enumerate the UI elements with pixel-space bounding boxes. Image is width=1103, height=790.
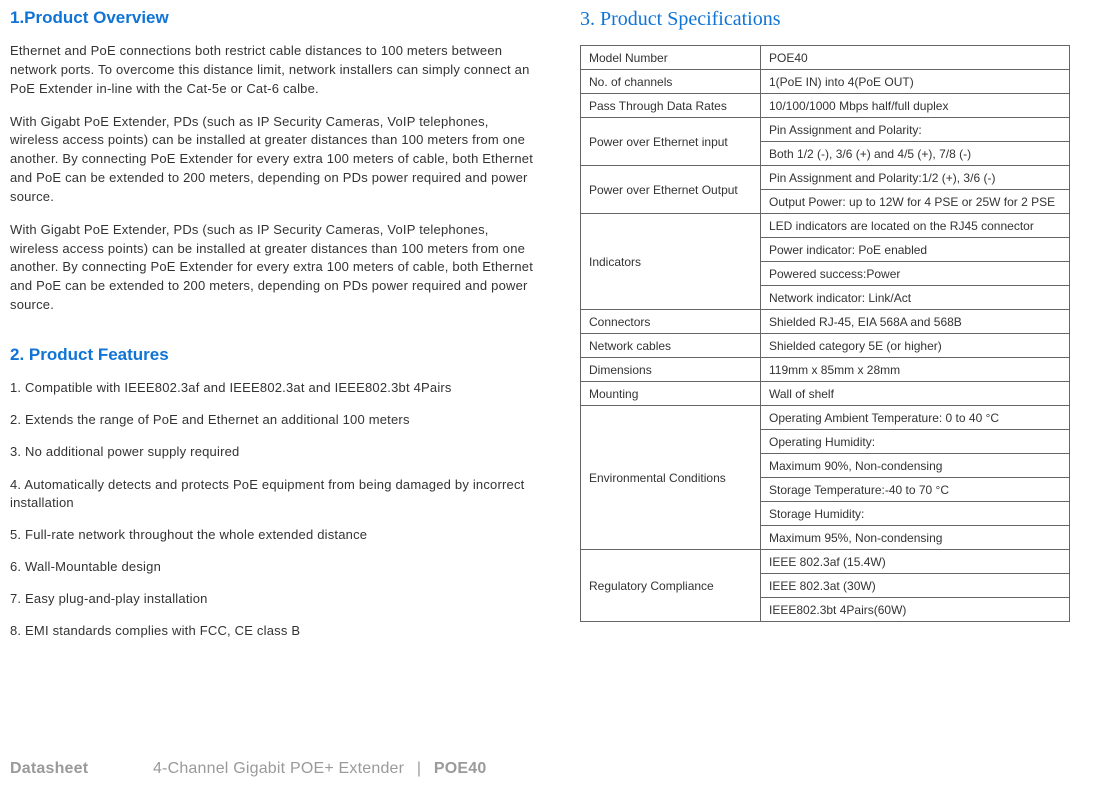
spec-label: Regulatory Compliance	[581, 550, 761, 622]
spec-value: Power indicator: PoE enabled	[761, 238, 1070, 262]
overview-heading: 1.Product Overview	[10, 8, 540, 28]
feature-item: 8. EMI standards complies with FCC, CE c…	[10, 622, 540, 640]
spec-label: Power over Ethernet input	[581, 118, 761, 166]
spec-row: Indicators LED indicators are located on…	[581, 214, 1070, 238]
spec-value: IEEE 802.3af (15.4W)	[761, 550, 1070, 574]
spec-label: Connectors	[581, 310, 761, 334]
feature-item: 6. Wall-Mountable design	[10, 558, 540, 576]
spec-value: Shielded category 5E (or higher)	[761, 334, 1070, 358]
overview-paragraph: With Gigabt PoE Extender, PDs (such as I…	[10, 113, 540, 207]
spec-value: POE40	[761, 46, 1070, 70]
spec-label: Indicators	[581, 214, 761, 310]
features-list: 1. Compatible with IEEE802.3af and IEEE8…	[10, 379, 540, 641]
spec-value: Network indicator: Link/Act	[761, 286, 1070, 310]
spec-value: IEEE 802.3at (30W)	[761, 574, 1070, 598]
spec-label: Mounting	[581, 382, 761, 406]
spec-value: Pin Assignment and Polarity:	[761, 118, 1070, 142]
spec-value: Pin Assignment and Polarity:1/2 (+), 3/6…	[761, 166, 1070, 190]
spec-label: Network cables	[581, 334, 761, 358]
specs-heading: 3. Product Specifications	[580, 8, 1070, 31]
spec-value: Storage Temperature:-40 to 70 °C	[761, 478, 1070, 502]
spec-row: Dimensions119mm x 85mm x 28mm	[581, 358, 1070, 382]
spec-value: Output Power: up to 12W for 4 PSE or 25W…	[761, 190, 1070, 214]
spec-label: Environmental Conditions	[581, 406, 761, 550]
spec-label: Model Number	[581, 46, 761, 70]
spec-value: Storage Humidity:	[761, 502, 1070, 526]
footer-separator: |	[417, 760, 421, 777]
spec-label: No. of channels	[581, 70, 761, 94]
overview-paragraph: With Gigabt PoE Extender, PDs (such as I…	[10, 221, 540, 315]
spec-value: Maximum 90%, Non-condensing	[761, 454, 1070, 478]
spec-row: No. of channels1(PoE IN) into 4(PoE OUT)	[581, 70, 1070, 94]
footer-model: POE40	[434, 760, 487, 777]
spec-value: 119mm x 85mm x 28mm	[761, 358, 1070, 382]
spec-value: 1(PoE IN) into 4(PoE OUT)	[761, 70, 1070, 94]
spec-row: MountingWall of shelf	[581, 382, 1070, 406]
spec-value: Both 1/2 (-), 3/6 (+) and 4/5 (+), 7/8 (…	[761, 142, 1070, 166]
spec-row: Network cablesShielded category 5E (or h…	[581, 334, 1070, 358]
spec-label: Power over Ethernet Output	[581, 166, 761, 214]
feature-item: 7. Easy plug-and-play installation	[10, 590, 540, 608]
spec-row: ConnectorsShielded RJ-45, EIA 568A and 5…	[581, 310, 1070, 334]
spec-value: LED indicators are located on the RJ45 c…	[761, 214, 1070, 238]
features-heading: 2. Product Features	[10, 345, 540, 365]
spec-value: Operating Humidity:	[761, 430, 1070, 454]
overview-paragraph: Ethernet and PoE connections both restri…	[10, 42, 540, 99]
specs-table: Model NumberPOE40No. of channels1(PoE IN…	[580, 45, 1070, 622]
spec-row: Environmental ConditionsOperating Ambien…	[581, 406, 1070, 430]
spec-value: Shielded RJ-45, EIA 568A and 568B	[761, 310, 1070, 334]
feature-item: 1. Compatible with IEEE802.3af and IEEE8…	[10, 379, 540, 397]
feature-item: 3. No additional power supply required	[10, 443, 540, 461]
footer-title: 4-Channel Gigabit POE+ Extender	[153, 760, 404, 777]
spec-row: Power over Ethernet inputPin Assignment …	[581, 118, 1070, 142]
spec-value: Operating Ambient Temperature: 0 to 40 °…	[761, 406, 1070, 430]
spec-row: Power over Ethernet OutputPin Assignment…	[581, 166, 1070, 190]
footer-datasheet-label: Datasheet	[10, 760, 88, 777]
spec-label: Dimensions	[581, 358, 761, 382]
spec-value: Wall of shelf	[761, 382, 1070, 406]
spec-value: IEEE802.3bt 4Pairs(60W)	[761, 598, 1070, 622]
footer: Datasheet 4-Channel Gigabit POE+ Extende…	[10, 760, 486, 778]
feature-item: 2. Extends the range of PoE and Ethernet…	[10, 411, 540, 429]
feature-item: 4. Automatically detects and protects Po…	[10, 476, 540, 512]
spec-value: Powered success:Power	[761, 262, 1070, 286]
spec-value: Maximum 95%, Non-condensing	[761, 526, 1070, 550]
spec-row: Model NumberPOE40	[581, 46, 1070, 70]
feature-item: 5. Full-rate network throughout the whol…	[10, 526, 540, 544]
spec-row: Regulatory ComplianceIEEE 802.3af (15.4W…	[581, 550, 1070, 574]
spec-row: Pass Through Data Rates10/100/1000 Mbps …	[581, 94, 1070, 118]
spec-label: Pass Through Data Rates	[581, 94, 761, 118]
spec-value: 10/100/1000 Mbps half/full duplex	[761, 94, 1070, 118]
